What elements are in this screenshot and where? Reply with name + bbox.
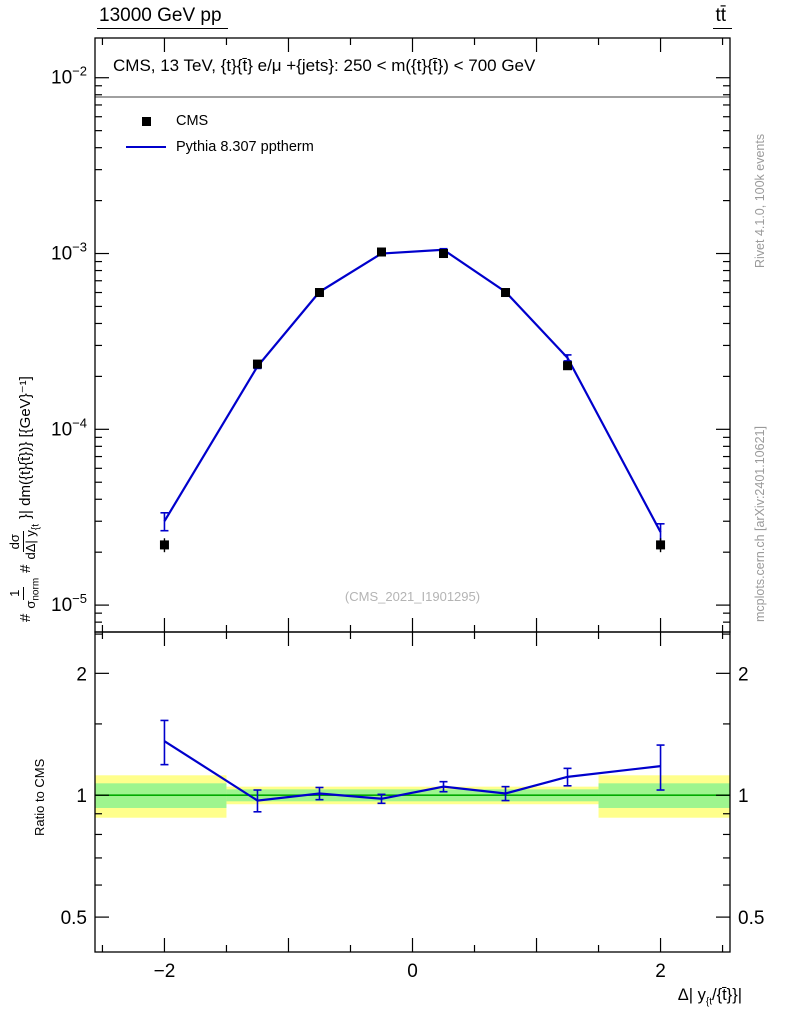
svg-text:0.5: 0.5 [738, 908, 764, 929]
xlabel-base: Δ| y [677, 986, 706, 1004]
svg-text:10−4: 10−4 [51, 415, 87, 440]
ylabel-frac2-den: dΔ| y{t [22, 523, 42, 560]
svg-text:1: 1 [76, 786, 87, 807]
svg-text:2: 2 [655, 961, 666, 982]
main-y-axis-label: # 1 σnorm # dσ dΔ| y{t }| dm({t}{t̄})} [… [7, 376, 42, 622]
ylabel-frac-norm: 1 σnorm [7, 577, 42, 609]
ylabel-units: }| dm({t}{t̄})} [{GeV}⁻¹] [17, 376, 35, 519]
xlabel-rest: /{t̄}}| [712, 986, 742, 1004]
plot-title: CMS, 13 TeV, {t}{t̄} e/μ +{jets}: 250 < … [113, 56, 536, 75]
pythia-line-swatch [126, 146, 166, 148]
x-axis-label: Δ| y{t/{t̄}}| [678, 986, 742, 1007]
ylabel-hash1: # [16, 613, 34, 622]
sigma-symbol: σ [22, 600, 38, 609]
svg-text:10−2: 10−2 [51, 64, 87, 89]
norm-subscript: norm [30, 577, 42, 601]
square-marker-icon [141, 116, 151, 126]
mcplots-reference-note: mcplots.cern.ch [arXiv:2401.10621] [753, 426, 767, 622]
rivet-version-note: Rivet 4.1.0, 100k events [753, 133, 767, 268]
ylabel-hash2: # [16, 564, 34, 573]
svg-text:10−5: 10−5 [51, 591, 87, 616]
legend-item-cms: CMS [126, 108, 314, 134]
svg-text:1: 1 [738, 786, 749, 807]
svg-text:2: 2 [738, 664, 749, 685]
legend-item-pythia: Pythia 8.307 pptherm [126, 134, 314, 160]
svg-text:10−3: 10−3 [51, 240, 87, 265]
ratio-y-axis-label: Ratio to CMS [32, 758, 47, 836]
svg-text:−2: −2 [154, 961, 176, 982]
legend-label-pythia: Pythia 8.307 pptherm [176, 139, 314, 155]
legend-label-cms: CMS [176, 113, 209, 129]
analysis-id-watermark: (CMS_2021_I1901295) [344, 589, 481, 604]
svg-text:0.5: 0.5 [61, 908, 87, 929]
ylabel-frac-dsigma: dσ dΔ| y{t [7, 523, 42, 560]
svg-text:0: 0 [407, 961, 418, 982]
ylabel-frac1-den: σnorm [22, 577, 42, 609]
delta-y-symbol: dΔ| y [22, 530, 38, 560]
ylabel-frac2-num: dσ [7, 531, 24, 553]
cms-marker-swatch [126, 116, 166, 126]
legend: CMS Pythia 8.307 pptherm [126, 108, 314, 160]
beam-energy-label: 13000 GeV pp [97, 5, 228, 29]
xlabel-subscript: {t [705, 996, 712, 1008]
svg-text:2: 2 [76, 664, 87, 685]
ylabel-frac1-num: 1 [7, 586, 24, 600]
t-subscript: {t [30, 523, 42, 531]
line-marker-icon [126, 146, 166, 148]
process-label: tt̄ [713, 5, 732, 29]
